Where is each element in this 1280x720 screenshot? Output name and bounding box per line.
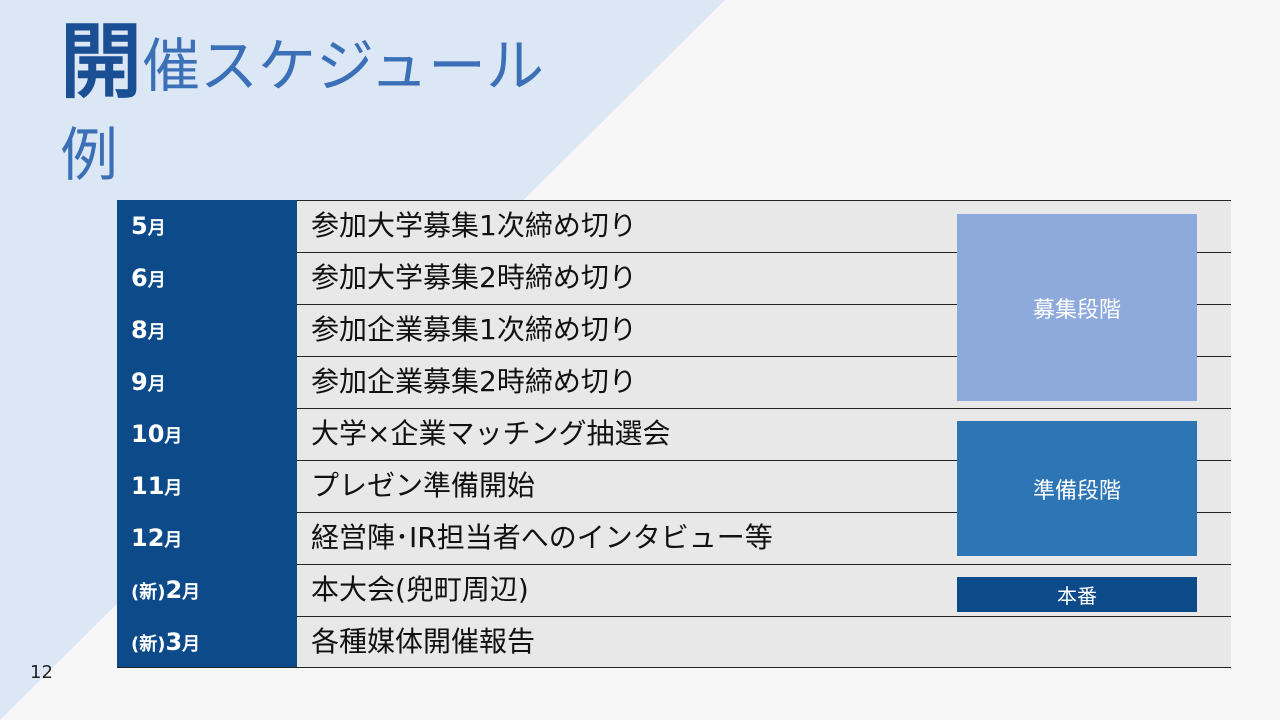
phase-main-box: 本番	[957, 577, 1197, 612]
month-cell: 10月	[117, 408, 297, 460]
month-number: 6	[131, 264, 148, 292]
title-lead-char: 開	[60, 15, 143, 110]
event-cell: 大学×企業マッチング抽選会	[297, 409, 1231, 460]
month-cell: 12月	[117, 512, 297, 564]
month-suffix: 月	[147, 218, 166, 239]
month-number: 10	[131, 420, 165, 448]
month-cell: 5月	[117, 200, 297, 252]
month-number: 12	[131, 524, 165, 552]
month-number: 9	[131, 368, 148, 396]
title-rest: 催スケジュール	[142, 32, 544, 100]
month-suffix: 月	[164, 530, 183, 551]
month-prefix: (新)	[131, 634, 166, 655]
month-number: 8	[131, 316, 148, 344]
month-suffix: 月	[164, 478, 183, 499]
page-number: 12	[30, 662, 53, 683]
month-cell: 8月	[117, 304, 297, 356]
month-suffix: 月	[182, 582, 201, 603]
month-cell: (新)3月	[117, 616, 297, 667]
month-cell: 6月	[117, 252, 297, 304]
month-suffix: 月	[164, 426, 183, 447]
month-number: 3	[165, 628, 183, 656]
month-suffix: 月	[147, 322, 166, 343]
schedule-row: (新)2月 本大会(兜町周辺)	[117, 564, 1231, 616]
month-prefix: (新)	[131, 582, 166, 603]
schedule-row: 5月 参加大学募集1次締め切り	[117, 200, 1231, 252]
month-suffix: 月	[147, 270, 166, 291]
month-cell: 11月	[117, 460, 297, 512]
month-suffix: 月	[147, 374, 166, 395]
title-line2: 例	[60, 121, 119, 189]
phase-prep-box: 準備段階	[957, 421, 1197, 556]
month-cell: (新)2月	[117, 564, 297, 616]
month-number: 5	[131, 212, 148, 240]
month-number: 11	[131, 472, 165, 500]
schedule-row: (新)3月 各種媒体開催報告	[117, 616, 1231, 668]
event-cell: 各種媒体開催報告	[297, 617, 1231, 667]
month-number: 2	[165, 576, 183, 604]
schedule-row: 10月 大学×企業マッチング抽選会	[117, 408, 1231, 460]
event-cell: 参加大学募集1次締め切り	[297, 201, 1231, 252]
month-cell: 9月	[117, 356, 297, 408]
month-suffix: 月	[182, 634, 201, 655]
page-title: 開催スケジュール 例	[60, 22, 620, 189]
phase-recruit-box: 募集段階	[957, 214, 1197, 401]
